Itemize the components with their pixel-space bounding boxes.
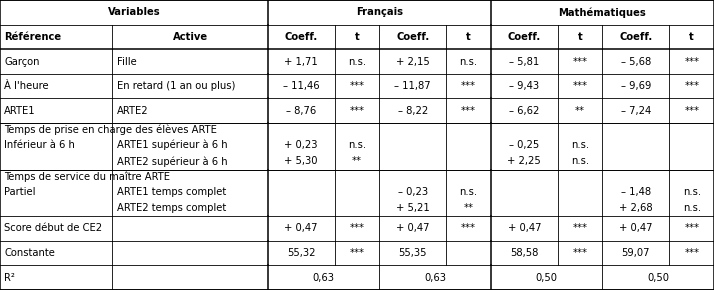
Text: Garçon: Garçon bbox=[4, 57, 40, 67]
Text: – 8,76: – 8,76 bbox=[286, 106, 316, 116]
Text: – 9,43: – 9,43 bbox=[509, 81, 539, 91]
Text: + 0,23: + 0,23 bbox=[284, 140, 318, 150]
Text: t: t bbox=[466, 32, 471, 42]
Text: + 0,47: + 0,47 bbox=[508, 223, 541, 233]
Text: Inférieur à 6 h: Inférieur à 6 h bbox=[4, 140, 75, 150]
Text: ARTE1 temps complet: ARTE1 temps complet bbox=[117, 186, 226, 197]
Text: ARTE2: ARTE2 bbox=[117, 106, 149, 116]
Text: – 11,46: – 11,46 bbox=[283, 81, 320, 91]
Text: ***: *** bbox=[349, 248, 365, 258]
Text: ***: *** bbox=[573, 57, 588, 67]
Text: n.s.: n.s. bbox=[571, 156, 589, 166]
Text: – 9,69: – 9,69 bbox=[620, 81, 651, 91]
Text: n.s.: n.s. bbox=[460, 57, 478, 67]
Text: ***: *** bbox=[573, 248, 588, 258]
Text: Temps de service du maître ARTE: Temps de service du maître ARTE bbox=[4, 171, 170, 182]
Text: n.s.: n.s. bbox=[683, 203, 700, 213]
Text: Coeff.: Coeff. bbox=[396, 32, 429, 42]
Text: – 0,23: – 0,23 bbox=[398, 186, 428, 197]
Text: + 2,68: + 2,68 bbox=[619, 203, 653, 213]
Text: ***: *** bbox=[349, 223, 365, 233]
Text: 0,63: 0,63 bbox=[313, 273, 335, 283]
Text: n.s.: n.s. bbox=[348, 57, 366, 67]
Text: ***: *** bbox=[684, 106, 699, 116]
Text: À l'heure: À l'heure bbox=[4, 81, 49, 91]
Text: **: ** bbox=[463, 203, 473, 213]
Text: + 2,25: + 2,25 bbox=[508, 156, 541, 166]
Text: Fille: Fille bbox=[117, 57, 136, 67]
Text: + 5,21: + 5,21 bbox=[396, 203, 430, 213]
Text: ***: *** bbox=[349, 81, 365, 91]
Text: Coeff.: Coeff. bbox=[285, 32, 318, 42]
Text: Mathématiques: Mathématiques bbox=[558, 7, 646, 18]
Text: Partiel: Partiel bbox=[4, 186, 36, 197]
Text: – 1,48: – 1,48 bbox=[621, 186, 651, 197]
Text: – 7,24: – 7,24 bbox=[620, 106, 651, 116]
Text: 0,50: 0,50 bbox=[536, 273, 558, 283]
Text: – 6,62: – 6,62 bbox=[509, 106, 540, 116]
Text: + 5,30: + 5,30 bbox=[284, 156, 318, 166]
Text: ***: *** bbox=[461, 106, 476, 116]
Text: R²: R² bbox=[4, 273, 15, 283]
Text: ***: *** bbox=[349, 106, 365, 116]
Text: ***: *** bbox=[573, 223, 588, 233]
Text: ***: *** bbox=[461, 223, 476, 233]
Text: ***: *** bbox=[461, 81, 476, 91]
Text: 59,07: 59,07 bbox=[622, 248, 650, 258]
Text: + 0,47: + 0,47 bbox=[619, 223, 653, 233]
Text: Référence: Référence bbox=[4, 32, 61, 42]
Text: n.s.: n.s. bbox=[348, 140, 366, 150]
Text: – 5,81: – 5,81 bbox=[509, 57, 540, 67]
Text: **: ** bbox=[352, 156, 362, 166]
Text: – 0,25: – 0,25 bbox=[509, 140, 540, 150]
Text: t: t bbox=[689, 32, 694, 42]
Text: ARTE1: ARTE1 bbox=[4, 106, 36, 116]
Text: + 2,15: + 2,15 bbox=[396, 57, 430, 67]
Text: Variables: Variables bbox=[108, 7, 160, 17]
Text: + 0,47: + 0,47 bbox=[396, 223, 430, 233]
Text: t: t bbox=[355, 32, 359, 42]
Text: 55,32: 55,32 bbox=[287, 248, 316, 258]
Text: Active: Active bbox=[173, 32, 208, 42]
Text: Score début de CE2: Score début de CE2 bbox=[4, 223, 102, 233]
Text: n.s.: n.s. bbox=[460, 186, 478, 197]
Text: – 5,68: – 5,68 bbox=[620, 57, 651, 67]
Text: ARTE2 supérieur à 6 h: ARTE2 supérieur à 6 h bbox=[117, 156, 227, 167]
Text: Coeff.: Coeff. bbox=[619, 32, 653, 42]
Text: ***: *** bbox=[573, 81, 588, 91]
Text: – 11,87: – 11,87 bbox=[394, 81, 431, 91]
Text: 0,50: 0,50 bbox=[647, 273, 669, 283]
Text: ***: *** bbox=[684, 81, 699, 91]
Text: 0,63: 0,63 bbox=[424, 273, 446, 283]
Text: + 0,47: + 0,47 bbox=[284, 223, 318, 233]
Text: Coeff.: Coeff. bbox=[508, 32, 541, 42]
Text: 55,35: 55,35 bbox=[398, 248, 427, 258]
Text: Temps de prise en charge des élèves ARTE: Temps de prise en charge des élèves ARTE bbox=[4, 125, 217, 135]
Text: ***: *** bbox=[684, 223, 699, 233]
Text: En retard (1 an ou plus): En retard (1 an ou plus) bbox=[117, 81, 235, 91]
Text: Français: Français bbox=[356, 7, 403, 17]
Text: + 1,71: + 1,71 bbox=[284, 57, 318, 67]
Text: Constante: Constante bbox=[4, 248, 55, 258]
Text: ***: *** bbox=[684, 248, 699, 258]
Text: **: ** bbox=[575, 106, 585, 116]
Text: – 8,22: – 8,22 bbox=[398, 106, 428, 116]
Text: n.s.: n.s. bbox=[683, 186, 700, 197]
Text: n.s.: n.s. bbox=[571, 140, 589, 150]
Text: ARTE1 supérieur à 6 h: ARTE1 supérieur à 6 h bbox=[117, 140, 227, 150]
Text: t: t bbox=[578, 32, 583, 42]
Text: ARTE2 temps complet: ARTE2 temps complet bbox=[117, 203, 226, 213]
Text: ***: *** bbox=[684, 57, 699, 67]
Text: 58,58: 58,58 bbox=[511, 248, 538, 258]
